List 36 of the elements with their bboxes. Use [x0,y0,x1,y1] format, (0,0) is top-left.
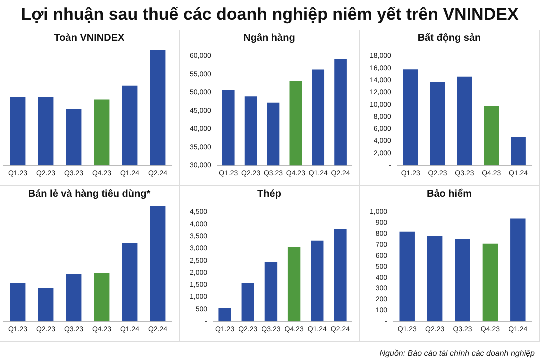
chart-title: Bất động sản [416,32,482,46]
chart-title: Bảo hiểm [426,188,473,202]
bar [457,76,472,166]
chart-title: Toàn VNINDEX [53,32,126,46]
bar [242,283,254,322]
text: Nguồn: Báo cáo tài chính các doanh nghiệp [380,349,535,358]
bar [122,242,138,322]
chart-title: Thép [256,188,282,202]
bar [66,274,82,322]
bar [288,246,301,322]
bar [334,229,347,322]
bar [38,97,54,166]
bar [400,232,415,322]
bar [10,97,26,166]
bar [484,106,500,166]
chart-title: Bán lẻ và hàng tiêu dùng* [27,188,152,202]
bar [10,283,26,322]
bar [218,308,232,322]
bar [38,288,54,322]
bar [311,240,324,322]
bar [150,206,166,322]
text: Lợi nhuận sau thuế các doanh nghiệp niêm yết trên VNINDEX [20,4,520,26]
bar [66,108,82,166]
bar [427,236,443,322]
bar [94,273,110,322]
bar [511,137,526,166]
bar [403,70,418,166]
bar [94,100,110,166]
bar [430,82,446,166]
chart-title: Ngân hàng [242,32,296,46]
bar [122,86,138,166]
bar [455,240,470,322]
bar [150,50,166,166]
bar [482,244,498,322]
bar [510,218,526,322]
bar [264,262,278,322]
